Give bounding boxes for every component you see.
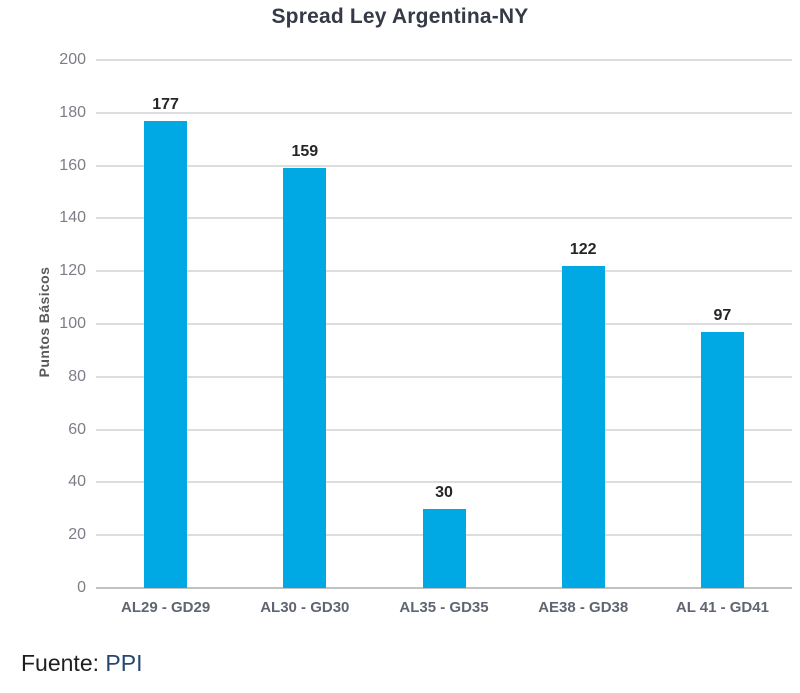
bar — [700, 331, 744, 588]
y-tick-label: 80 — [68, 367, 86, 385]
bar — [561, 265, 605, 588]
gridline — [96, 323, 792, 325]
y-tick-label: 100 — [59, 315, 86, 332]
bars-container: 177 159 30 122 97 — [96, 60, 792, 588]
x-axis-category-label: AL 41 - GD41 — [675, 599, 769, 616]
bar-value-label: 122 — [569, 240, 597, 258]
y-tick-label: 0 — [77, 579, 86, 596]
x-axis-category-labels: AL29 - GD29 AL30 - GD30 AL35 - GD35 AE38 - … — [96, 599, 792, 616]
plot-area: 177 159 30 122 97 — [96, 59, 792, 589]
y-axis-tick-labels: 0 20 40 60 80 100 120 140 160 180 200 — [0, 51, 86, 596]
bar-group: 30 — [374, 60, 513, 588]
source-note: Fuente: PPI — [21, 650, 142, 677]
source-label: Fuente: — [21, 650, 99, 676]
gridline — [96, 59, 792, 61]
y-tick-label: 140 — [59, 209, 86, 227]
y-tick-label: 20 — [68, 526, 86, 544]
bar-group: 177 — [96, 60, 235, 588]
bar-value-label: 177 — [152, 95, 179, 113]
bar-group: 97 — [653, 60, 792, 588]
gridline — [96, 375, 792, 378]
gridline — [96, 270, 792, 273]
bar — [144, 120, 188, 588]
gridline — [96, 217, 792, 220]
x-axis-category-label: AL35 - GD35 — [399, 599, 489, 616]
gridline — [96, 164, 792, 167]
x-axis-category-label: AL29 - GD29 — [121, 599, 211, 616]
bar-value-label: 30 — [435, 483, 453, 501]
y-tick-label: 120 — [59, 262, 86, 280]
bar — [422, 508, 466, 588]
chart-title: Spread Ley Argentina-NY — [271, 5, 529, 28]
x-axis-category-label: AL30 - GD30 — [260, 599, 350, 616]
bar — [283, 168, 327, 588]
bar-group: 159 — [235, 60, 374, 588]
x-axis-category-label: AE38 - GD38 — [538, 599, 629, 616]
gridline — [96, 111, 792, 114]
x-axis-baseline — [96, 587, 792, 589]
y-tick-label: 160 — [59, 156, 86, 174]
gridline — [96, 428, 792, 431]
gridline — [96, 481, 792, 484]
y-tick-label: 60 — [68, 420, 86, 438]
bar-value-label: 159 — [291, 143, 319, 161]
bar-value-label: 97 — [713, 306, 732, 324]
source-value: PPI — [105, 650, 143, 676]
bar-group: 122 — [514, 60, 653, 588]
y-tick-label: 200 — [59, 51, 86, 68]
y-tick-label: 180 — [59, 103, 86, 121]
y-tick-label: 40 — [68, 473, 86, 491]
